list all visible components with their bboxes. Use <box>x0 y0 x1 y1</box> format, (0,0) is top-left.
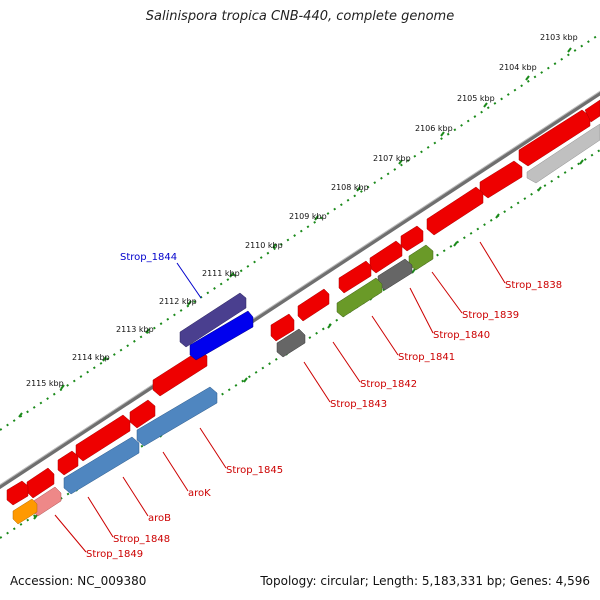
gene-label-arok[interactable]: aroK <box>188 488 211 499</box>
gene-arrow-arok <box>63 436 140 495</box>
map-title: Salinispora tropica CNB-440, complete ge… <box>145 9 455 24</box>
gene-label-strop-1844[interactable]: Strop_1844 <box>120 252 177 263</box>
gene-arrow-c <box>338 260 372 294</box>
leader-line-arob <box>122 476 149 517</box>
genome-backbone <box>0 90 600 490</box>
kbp-label: 2103 kbp <box>540 33 578 42</box>
inner-tick <box>411 268 416 274</box>
kbp-label: 2114 kbp <box>72 353 110 362</box>
kbp-label: 2109 kbp <box>289 212 327 221</box>
leader-line-strop-1848 <box>87 496 114 538</box>
kbp-label: 2112 kbp <box>159 297 197 306</box>
leader-line-arok <box>162 451 189 492</box>
genome-backbone-highlight <box>0 90 600 486</box>
outer-tick <box>567 47 572 53</box>
gene-arrow-strop-1845 <box>136 386 218 447</box>
kbp-label: 2113 kbp <box>116 325 154 334</box>
kbp-label: 2115 kbp <box>26 379 64 388</box>
gene-arrow-strop-1842 <box>336 277 383 318</box>
outer-tick <box>18 412 23 418</box>
leader-line-strop-1849 <box>54 514 87 553</box>
gene-label-strop-1841[interactable]: Strop_1841 <box>398 352 455 363</box>
gene-label-strop-1839[interactable]: Strop_1839 <box>462 310 519 321</box>
kbp-label: 2106 kbp <box>415 124 453 133</box>
gene-label-strop-1848[interactable]: Strop_1848 <box>113 534 170 545</box>
kbp-label: 2108 kbp <box>331 183 369 192</box>
outer-tick <box>525 75 530 81</box>
kbp-labels: 2103 kbp 2104 kbp 2105 kbp 2106 kbp 2107… <box>26 33 578 388</box>
outer-tick <box>314 215 319 221</box>
outer-major-ticks <box>18 47 572 418</box>
gene-label-strop-1842[interactable]: Strop_1842 <box>360 379 417 390</box>
gene-label-strop-1838[interactable]: Strop_1838 <box>505 280 562 291</box>
leader-line-strop-1839 <box>431 271 463 314</box>
inner-tick <box>579 159 584 165</box>
kbp-label: 2111 kbp <box>202 269 240 278</box>
gene-label-strop-1849[interactable]: Strop_1849 <box>86 549 143 560</box>
genome-stats-label: Topology: circular; Length: 5,183,331 bp… <box>260 574 590 588</box>
gene-label-strop-1840[interactable]: Strop_1840 <box>433 330 490 341</box>
gene-label-strop-1845[interactable]: Strop_1845 <box>226 465 283 476</box>
inner-tick <box>537 186 542 192</box>
gene-label-strop-1843[interactable]: Strop_1843 <box>330 399 387 410</box>
gene-arrow-strop-1839 <box>426 186 484 236</box>
inner-tick <box>33 514 38 520</box>
outer-tick <box>60 384 65 390</box>
gene-arrow-strop-1840 <box>408 244 434 271</box>
gene-arrow-d <box>297 288 330 322</box>
leader-line-strop-1841 <box>371 315 399 356</box>
outer-scale-line <box>0 33 600 431</box>
gene-arrow-e <box>270 313 295 342</box>
gene-arrow-a <box>400 225 424 252</box>
lower-strand-genes <box>12 123 600 525</box>
gene-arrow-strop-1844-inner <box>189 310 254 361</box>
gene-label-arob[interactable]: aroB <box>148 513 171 524</box>
outer-tick <box>483 102 488 108</box>
inner-tick <box>453 241 458 247</box>
kbp-label: 2104 kbp <box>499 63 537 72</box>
inner-tick <box>495 213 500 219</box>
inner-tick <box>243 377 248 383</box>
outer-tick <box>356 186 361 192</box>
outer-tick <box>102 356 107 362</box>
outer-tick <box>440 131 445 137</box>
gene-arrow-strop-1844-outer <box>179 292 247 348</box>
outer-tick <box>145 328 150 334</box>
gene-arrow-i <box>57 450 79 476</box>
kbp-label: 2110 kbp <box>245 241 283 250</box>
upper-strand-genes <box>6 99 600 506</box>
outer-tick <box>272 243 277 249</box>
outer-tick <box>187 300 192 306</box>
gene-labels: Strop_1838 Strop_1839 Strop_1840 Strop_1… <box>86 252 562 560</box>
gene-arrow-strop-1836 <box>584 99 600 123</box>
gene-arrow-light-gray <box>526 123 600 184</box>
accession-label: Accession: NC_009380 <box>10 574 147 588</box>
leader-line-strop-1840 <box>409 287 434 334</box>
outer-tick <box>398 159 403 165</box>
label-leader-lines <box>54 241 506 553</box>
outer-tick <box>229 272 234 278</box>
kbp-label: 2107 kbp <box>373 154 411 163</box>
gene-arrow-strop-1843 <box>276 328 306 358</box>
leader-line-strop-1843 <box>303 361 331 403</box>
gene-arrow-strop-1837 <box>518 109 591 167</box>
kbp-label: 2105 kbp <box>457 94 495 103</box>
leader-line-strop-1844 <box>176 262 202 299</box>
leader-line-strop-1838 <box>479 241 506 284</box>
leader-line-strop-1842 <box>332 341 361 383</box>
gene-arrow-k <box>6 480 29 506</box>
leader-line-strop-1845 <box>199 427 227 469</box>
inner-tick <box>327 323 332 329</box>
gene-arrow-strop-1849 <box>12 498 38 525</box>
